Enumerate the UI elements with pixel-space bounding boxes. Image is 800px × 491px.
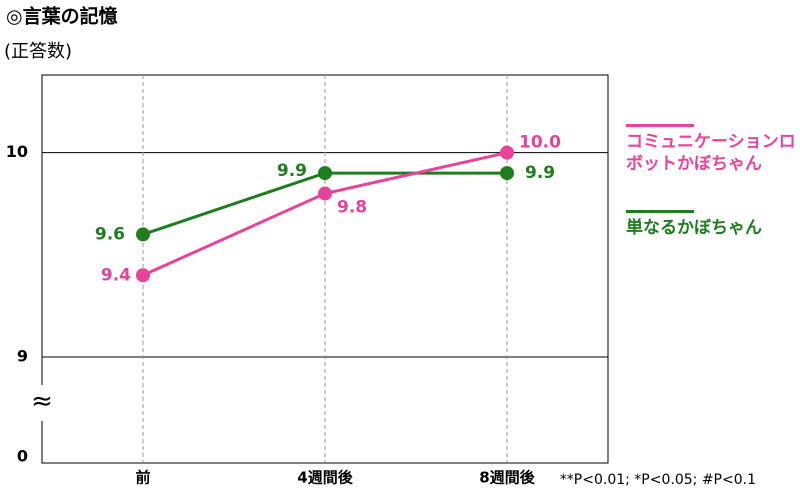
point [136,268,150,283]
point [500,145,514,160]
footnote: **P<0.01; *P<0.05; #P<0.1 [560,472,756,488]
y-tick-label: 10 [6,142,28,161]
legend-label: 単なるかぼちゃん [626,218,762,238]
x-tick-label: 4週間後 [297,469,353,487]
data-label: 10.0 [519,133,561,153]
point [500,166,514,181]
axis-break-gap [39,385,45,421]
x-tick-label: 8週間後 [479,469,535,487]
chart-title: ◎言葉の記憶 [6,5,118,28]
data-label: 9.6 [95,224,125,244]
legend-entry: コミュニケーションロボットかぼちゃん [626,124,800,175]
y-tick-label: 0 [17,447,28,466]
point [318,186,332,201]
legend-label: コミュニケーションロボットかぼちゃん [626,132,796,174]
data-label: 9.4 [101,265,131,285]
legend-swatch [626,210,694,213]
axis-break-symbol: ≈ [31,387,53,417]
point [136,227,150,242]
y-axis-label: (正答数) [4,41,72,62]
data-label: 9.8 [337,198,367,218]
data-label: 9.9 [277,161,307,181]
legend-entry: 単なるかぼちゃん [626,210,800,239]
x-tick-label: 前 [135,469,150,487]
y-tick-label: 9 [17,347,28,366]
legend-swatch [626,124,694,127]
point [318,166,332,181]
data-label: 9.9 [525,163,555,183]
